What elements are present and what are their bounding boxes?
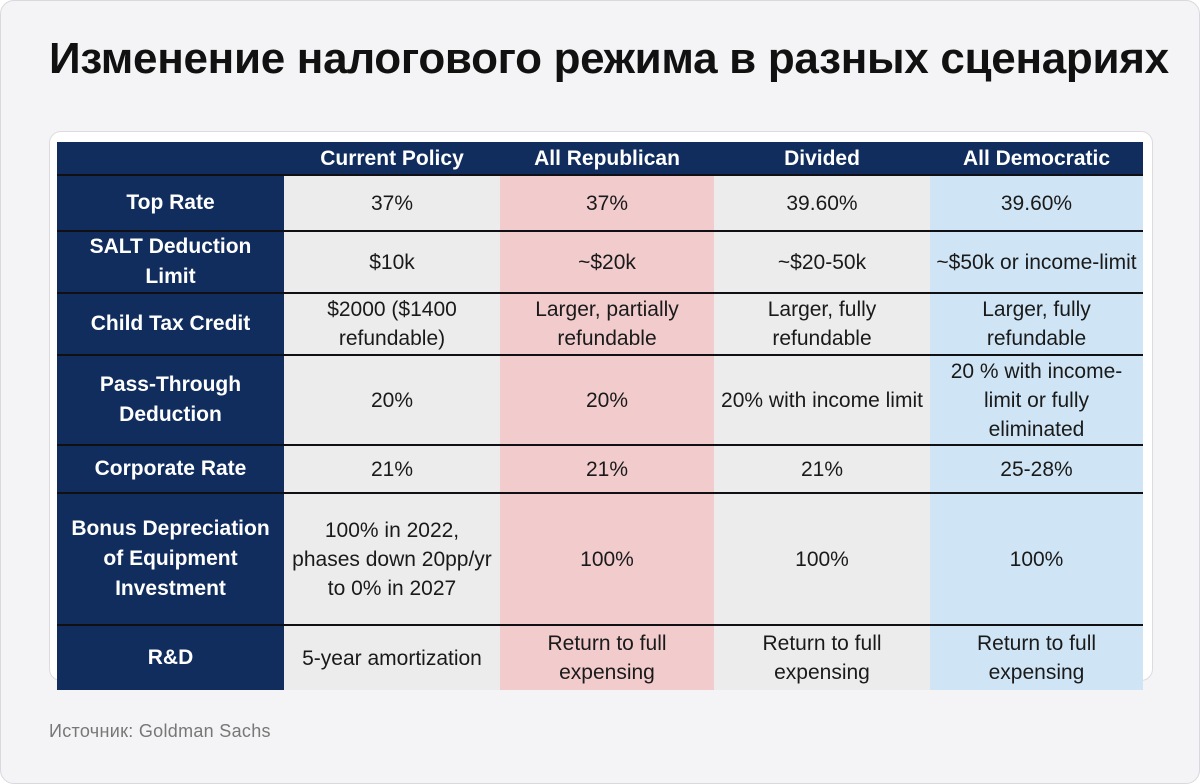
row-label-top-rate: Top Rate [57,176,284,230]
row-label-salt-deduction-limit: SALT Deduction Limit [57,232,284,292]
table-cell: 100% [930,494,1143,624]
table-cell: Larger, partially refundable [500,294,714,354]
table-cell: 37% [500,176,714,230]
table-cell: Larger, fully refundable [930,294,1143,354]
table-cell: 20% with income limit [714,356,930,444]
column-header-divided: Divided [714,142,930,174]
table-cell: 25-28% [930,446,1143,492]
table-cell: 21% [500,446,714,492]
row-label-r-and-d: R&D [57,626,284,690]
table-cell: 20 % with income-limit or fully eliminat… [930,356,1143,444]
table-cell: ~$50k or income-limit [930,232,1143,292]
column-header-all-democratic: All Democratic [930,142,1143,174]
table-cell: 39.60% [930,176,1143,230]
table-cell: Larger, fully refundable [714,294,930,354]
page-title: Изменение налогового режима в разных сце… [49,34,1169,83]
table-cell: 20% [284,356,500,444]
row-label-corporate-rate: Corporate Rate [57,446,284,492]
row-label-pass-through-deduction: Pass-Through Deduction [57,356,284,444]
table-cell: Return to full expensing [714,626,930,690]
table-cell: $10k [284,232,500,292]
source-note: Источник: Goldman Sachs [49,721,271,741]
table-cell: ~$20k [500,232,714,292]
table-cell: 100% [714,494,930,624]
header-corner [57,142,284,174]
table-cell: 20% [500,356,714,444]
row-label-child-tax-credit: Child Tax Credit [57,294,284,354]
table-cell: 100% in 2022, phases down 20pp/yr to 0% … [284,494,500,624]
table-cell: 21% [714,446,930,492]
column-header-current-policy: Current Policy [284,142,500,174]
table-cell: 100% [500,494,714,624]
table-cell: 39.60% [714,176,930,230]
table-cell: 21% [284,446,500,492]
table-cell: Return to full expensing [500,626,714,690]
table-cell: 37% [284,176,500,230]
table-cell: $2000 ($1400 refundable) [284,294,500,354]
table-cell: 5-year amortization [284,626,500,690]
table-cell: Return to full expensing [930,626,1143,690]
row-label-bonus-depreciation: Bonus Depreciation of Equipment Investme… [57,494,284,624]
tax-scenarios-table: Current Policy All Republican Divided Al… [57,142,1143,690]
column-header-all-republican: All Republican [500,142,714,174]
table-cell: ~$20-50k [714,232,930,292]
